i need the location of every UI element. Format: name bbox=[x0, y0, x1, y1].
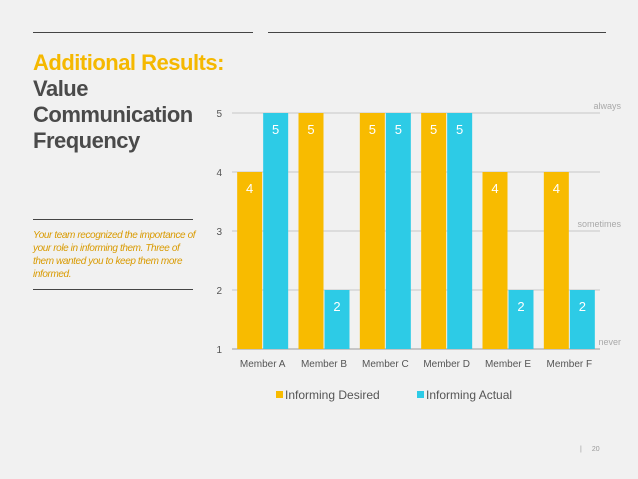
y-tick-label: 4 bbox=[216, 168, 222, 179]
x-tick-label: Member D bbox=[423, 359, 470, 370]
bar-actual bbox=[447, 113, 473, 349]
title-accent: Additional Results: bbox=[33, 50, 224, 75]
x-tick-label: Member C bbox=[362, 359, 409, 370]
data-label: 2 bbox=[579, 299, 586, 314]
data-label: 5 bbox=[395, 122, 402, 137]
y-tick-label: 5 bbox=[216, 109, 222, 120]
slide-description: Your team recognized the importance of y… bbox=[33, 230, 196, 280]
x-tick-label: Member A bbox=[240, 359, 286, 370]
data-label: 4 bbox=[246, 181, 253, 196]
y-tick-label: 1 bbox=[216, 345, 222, 356]
top-rule-left bbox=[33, 32, 253, 33]
bar-desired bbox=[237, 172, 263, 349]
title-line-1: Value bbox=[33, 76, 88, 101]
title-line-2: Communication bbox=[33, 102, 193, 127]
bar-desired bbox=[298, 113, 324, 349]
page-number: 20 bbox=[591, 446, 600, 453]
data-label: 5 bbox=[272, 122, 279, 137]
x-tick-label: Member F bbox=[547, 359, 593, 370]
y-tick-label: 2 bbox=[216, 286, 222, 297]
data-label: 5 bbox=[369, 122, 376, 137]
legend-label: Informing Actual bbox=[426, 388, 512, 402]
title-line-3: Frequency bbox=[33, 128, 140, 153]
bar-desired bbox=[359, 113, 385, 349]
data-label: 4 bbox=[553, 181, 560, 196]
bar-actual bbox=[385, 113, 411, 349]
bar-desired bbox=[482, 172, 508, 349]
bar-actual bbox=[569, 290, 595, 349]
legend-label: Informing Desired bbox=[285, 388, 380, 402]
data-label: 4 bbox=[491, 181, 498, 196]
bar-actual bbox=[263, 113, 289, 349]
legend-swatch bbox=[417, 391, 424, 398]
data-label: 2 bbox=[517, 299, 524, 314]
x-tick-label: Member E bbox=[485, 359, 531, 370]
footer-separator: | bbox=[580, 446, 582, 453]
desc-rule-top bbox=[33, 219, 193, 220]
y-tick-label: 3 bbox=[216, 227, 222, 238]
data-label: 2 bbox=[333, 299, 340, 314]
scale-annotation: never bbox=[598, 337, 621, 347]
x-tick-label: Member B bbox=[301, 359, 347, 370]
legend-swatch bbox=[276, 391, 283, 398]
top-rule-right bbox=[268, 32, 606, 33]
bar-actual bbox=[324, 290, 350, 349]
bar-desired bbox=[543, 172, 569, 349]
scale-annotation: always bbox=[593, 101, 621, 111]
bar-desired bbox=[421, 113, 447, 349]
bar-actual bbox=[508, 290, 534, 349]
data-label: 5 bbox=[307, 122, 314, 137]
data-label: 5 bbox=[456, 122, 463, 137]
data-label: 5 bbox=[430, 122, 437, 137]
desc-rule-bottom bbox=[33, 289, 193, 290]
slide-title: Additional Results: Value Communication … bbox=[33, 50, 233, 154]
scale-annotation: sometimes bbox=[577, 219, 621, 229]
footer: | 20 bbox=[580, 446, 610, 453]
